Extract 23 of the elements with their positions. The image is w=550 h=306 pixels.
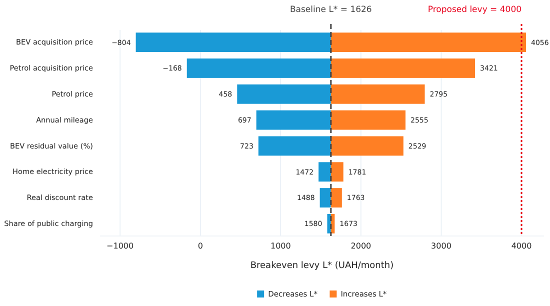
bar [186, 58, 331, 78]
bar [256, 110, 331, 130]
x-tick-label: 3000 [431, 242, 452, 251]
bar [330, 84, 425, 104]
bar [330, 188, 342, 208]
bar [330, 110, 406, 130]
bar [237, 84, 331, 104]
bar [258, 136, 331, 156]
x-tick-label: 1000 [270, 242, 291, 251]
x-tick-label: −1000 [106, 242, 134, 251]
x-tick-label: 0 [198, 242, 203, 251]
x-tick-label: 4000 [511, 242, 532, 251]
bar [136, 32, 331, 52]
ref-line-label: Baseline L* = 1626 [290, 4, 372, 15]
bar [320, 188, 331, 208]
bar [330, 32, 526, 52]
bar [330, 162, 344, 182]
bar [330, 136, 404, 156]
ref-line-label: Proposed levy = 4000 [428, 4, 522, 15]
bar [318, 162, 331, 182]
bar [330, 58, 476, 78]
x-axis-title: Breakeven levy L* (UAH/month) [250, 261, 394, 271]
x-tick-label: 2000 [350, 242, 372, 251]
